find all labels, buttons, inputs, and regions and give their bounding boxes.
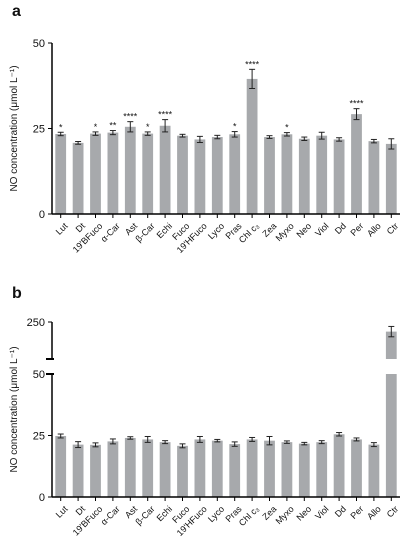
bar bbox=[90, 133, 101, 214]
panel-b-xtick-label: Ctr bbox=[385, 504, 401, 520]
bar bbox=[211, 440, 223, 497]
panel-b-xtick-label: Myxo bbox=[274, 504, 296, 526]
bar bbox=[90, 444, 101, 497]
ytick-label: 25 bbox=[33, 431, 45, 443]
ytick-label: 50 bbox=[33, 369, 45, 381]
bar bbox=[159, 442, 171, 497]
panel-a-xtick-label: Neo bbox=[294, 221, 313, 240]
panel-a-xtick-label: Allo bbox=[365, 221, 383, 239]
significance-marker: **** bbox=[349, 99, 364, 109]
ytick-label: 50 bbox=[33, 38, 45, 50]
bar bbox=[333, 434, 345, 497]
bar bbox=[351, 114, 362, 214]
significance-marker: **** bbox=[123, 112, 138, 122]
bar bbox=[211, 137, 223, 214]
panel-a-xtick-label: Ctr bbox=[385, 221, 401, 237]
panel-b-label: b bbox=[12, 285, 22, 302]
panel-b-xtick-label: Dd bbox=[333, 504, 348, 519]
panel-a-xtick-label: Lyco bbox=[206, 221, 226, 241]
bar bbox=[194, 439, 206, 497]
bar-upper-segment bbox=[385, 331, 397, 359]
ytick-label: 0 bbox=[39, 492, 45, 504]
bar bbox=[72, 444, 84, 497]
bar bbox=[316, 135, 328, 214]
bar bbox=[55, 133, 67, 214]
bar bbox=[368, 444, 380, 497]
significance-marker: **** bbox=[245, 59, 260, 69]
bar bbox=[246, 78, 258, 214]
panel-a-xtick-label: Myxo bbox=[274, 221, 296, 243]
panel-a-xtick-label: Viol bbox=[313, 221, 331, 239]
bar bbox=[229, 134, 241, 214]
panel-b-xtick-label: Allo bbox=[365, 504, 383, 522]
panel-b-xtick-label: Chl c₃ bbox=[237, 504, 261, 528]
bar bbox=[124, 437, 136, 497]
significance-marker: * bbox=[285, 123, 289, 133]
ytick-label: 0 bbox=[39, 209, 45, 221]
panel-a-xtick-label: β-Car bbox=[134, 221, 157, 244]
significance-marker: * bbox=[146, 122, 150, 132]
panel-a-xtick-label: Per bbox=[348, 221, 365, 238]
bar bbox=[142, 133, 154, 214]
bar bbox=[333, 139, 345, 214]
panel-b-xtick-label: α-Car bbox=[99, 504, 122, 527]
bar bbox=[177, 135, 188, 214]
bar bbox=[298, 138, 310, 214]
bar bbox=[229, 444, 241, 497]
bar bbox=[142, 439, 154, 497]
panel-b-xtick-label: Per bbox=[348, 504, 365, 521]
panel-b-xtick-label: Echi bbox=[155, 504, 174, 523]
significance-marker: * bbox=[94, 122, 98, 132]
bar bbox=[264, 440, 275, 497]
bar bbox=[177, 445, 188, 497]
ytick-label: 250 bbox=[27, 317, 45, 329]
bar bbox=[385, 143, 397, 214]
significance-marker: **** bbox=[158, 110, 173, 120]
bar bbox=[107, 132, 119, 214]
bar bbox=[72, 142, 84, 214]
panel-b-xtick-label: Viol bbox=[313, 504, 331, 522]
panel-a-label: a bbox=[12, 3, 21, 20]
bar bbox=[385, 374, 397, 497]
panel-a-ylabel: NO concentration (μmol L⁻¹) bbox=[9, 65, 20, 191]
panel-b-xtick-label: Neo bbox=[294, 504, 313, 523]
panel-a-xtick-label: Echi bbox=[155, 221, 174, 240]
panel-a-xtick-label: Lut bbox=[54, 221, 70, 237]
significance-marker: * bbox=[233, 122, 237, 132]
panel-a-xtick-label: Dd bbox=[333, 221, 348, 236]
significance-marker: ** bbox=[109, 121, 117, 131]
bar bbox=[194, 139, 206, 214]
bar bbox=[281, 442, 293, 497]
ytick-label: 25 bbox=[33, 124, 45, 136]
bar bbox=[159, 125, 171, 214]
bar bbox=[55, 435, 67, 497]
bar bbox=[281, 134, 293, 214]
panel-b-xtick-label: Lut bbox=[54, 504, 70, 520]
bar bbox=[264, 137, 275, 214]
panel-a-xtick-label: α-Car bbox=[99, 221, 122, 244]
bar bbox=[107, 441, 119, 497]
significance-marker: * bbox=[59, 122, 63, 132]
bar bbox=[298, 443, 310, 497]
bar bbox=[124, 126, 136, 214]
bar bbox=[246, 439, 258, 497]
bar bbox=[351, 439, 362, 497]
panel-b-xtick-label: β-Car bbox=[134, 504, 157, 527]
bar bbox=[316, 442, 328, 497]
bar bbox=[368, 141, 380, 214]
panel-a-xtick-label: Chl c₃ bbox=[237, 221, 261, 245]
panel-b-xtick-label: Lyco bbox=[206, 504, 226, 524]
panel-b-ylabel: NO concentration (μmol L⁻¹) bbox=[9, 346, 20, 472]
